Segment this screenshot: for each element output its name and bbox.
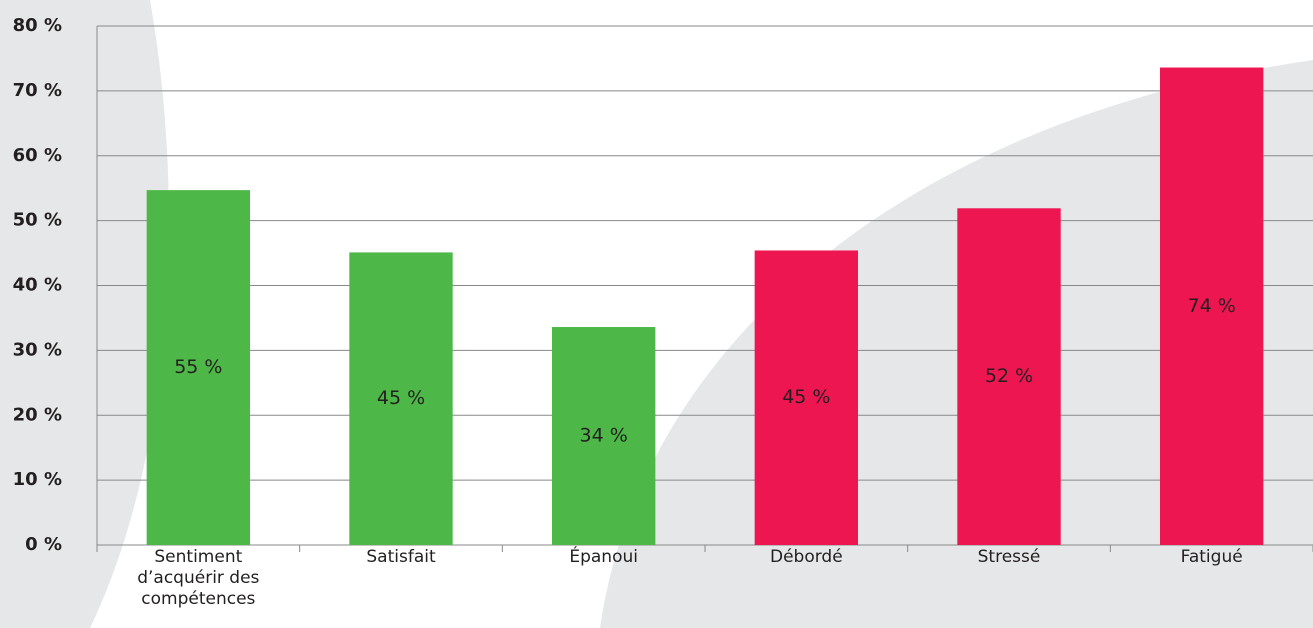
background-shape [0, 0, 169, 628]
x-tick-label: Épanoui [569, 547, 638, 567]
bar [957, 208, 1061, 545]
y-tick-label: 80 % [13, 15, 62, 36]
y-tick-label: 10 % [13, 469, 62, 490]
bar [551, 327, 656, 545]
y-tick-label: 20 % [13, 404, 62, 425]
x-tick-label: Fatigué [1180, 547, 1243, 567]
y-tick-label: 30 % [13, 339, 62, 360]
x-tick-label: Débordé [769, 547, 843, 567]
y-tick-label: 70 % [13, 80, 62, 101]
value-label: 52 % [985, 365, 1033, 387]
x-tick-label: Satisfait [366, 547, 436, 567]
y-tick-label: 60 % [13, 145, 62, 166]
bar [349, 252, 453, 545]
value-label: 34 % [580, 425, 628, 447]
bar [146, 190, 251, 546]
y-tick-label: 40 % [13, 275, 62, 296]
value-label: 74 % [1188, 295, 1236, 317]
bar [754, 250, 859, 545]
value-label: 55 % [174, 356, 222, 378]
bar [1159, 67, 1264, 546]
y-tick-label: 0 % [25, 534, 62, 555]
value-label: 45 % [782, 386, 830, 408]
x-tick-label: Sentiment d’acquérir des compétences [137, 547, 260, 609]
y-tick-label: 50 % [13, 210, 62, 231]
value-label: 45 % [377, 387, 425, 409]
x-tick-label: Stressé [977, 547, 1041, 567]
